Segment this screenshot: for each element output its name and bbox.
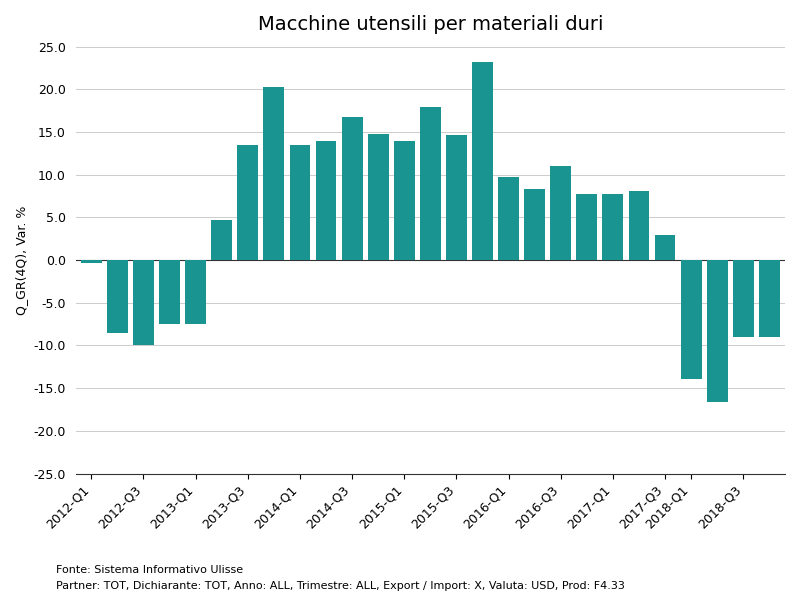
Bar (498, 177, 519, 260)
Text: Fonte: Sistema Informativo Ulisse: Fonte: Sistema Informativo Ulisse (56, 565, 243, 575)
Bar (211, 220, 232, 260)
Text: Partner: TOT, Dichiarante: TOT, Anno: ALL, Trimestre: ALL, Export / Import: X, V: Partner: TOT, Dichiarante: TOT, Anno: AL… (56, 581, 625, 591)
Bar (315, 140, 337, 260)
Bar (159, 260, 180, 324)
Bar (472, 62, 493, 260)
Bar (681, 260, 702, 379)
Title: Macchine utensili per materiali duri: Macchine utensili per materiali duri (258, 15, 603, 34)
Bar (576, 194, 598, 260)
Bar (290, 145, 310, 260)
Bar (602, 194, 623, 260)
Bar (185, 260, 206, 324)
Bar (654, 235, 675, 260)
Bar (629, 191, 650, 260)
Bar (420, 107, 441, 260)
Bar (759, 260, 780, 337)
Bar (81, 260, 102, 263)
Y-axis label: Q_GR(4Q), Var. %: Q_GR(4Q), Var. % (15, 205, 28, 315)
Bar (446, 134, 467, 260)
Bar (524, 189, 545, 260)
Bar (342, 116, 362, 260)
Bar (107, 260, 128, 332)
Bar (263, 87, 284, 260)
Bar (394, 142, 414, 260)
Bar (133, 260, 154, 346)
Bar (550, 166, 571, 260)
Bar (368, 134, 389, 260)
Bar (238, 145, 258, 260)
Bar (706, 260, 728, 402)
Bar (733, 260, 754, 337)
